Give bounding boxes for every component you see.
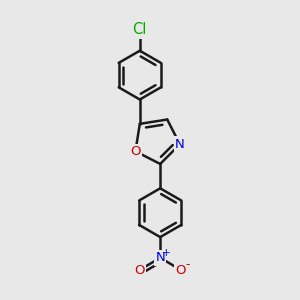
Text: -: - xyxy=(186,259,190,272)
Text: O: O xyxy=(176,263,186,277)
Text: O: O xyxy=(134,263,145,277)
Text: N: N xyxy=(175,138,185,151)
Text: N: N xyxy=(155,251,165,264)
Text: Cl: Cl xyxy=(133,22,147,38)
Text: +: + xyxy=(162,248,170,258)
Text: O: O xyxy=(130,145,141,158)
